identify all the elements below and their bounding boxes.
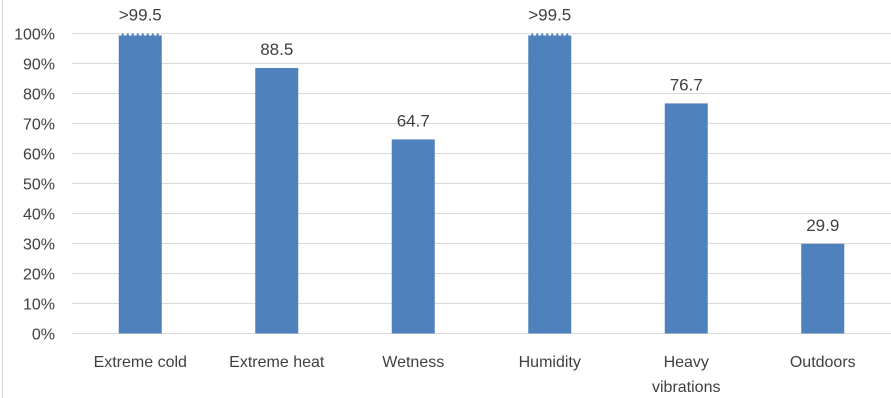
bar [664, 103, 708, 334]
data-label: 29.9 [806, 216, 839, 235]
y-tick-label: 10% [23, 297, 55, 314]
data-label: >99.5 [119, 6, 162, 25]
y-tick-label: 50% [23, 177, 55, 194]
x-category-label: Heavy vibrations [652, 354, 720, 396]
y-tick-label: 60% [23, 147, 55, 164]
gridlines [72, 33, 891, 334]
data-label: 64.7 [397, 111, 430, 130]
y-tick-label: 100% [14, 27, 55, 44]
y-tick-label: 20% [23, 267, 55, 284]
x-category-label: Extreme heat [229, 354, 325, 371]
x-category-label: Wetness [382, 354, 444, 371]
y-tick-label: 30% [23, 237, 55, 254]
bar [801, 243, 845, 334]
bar [255, 68, 299, 334]
y-axis: 0% 10% 20% 30% 40% 50% 60% 70% 80% 90% 100% [14, 27, 55, 344]
y-tick-label: 40% [23, 207, 55, 224]
y-tick-label: 0% [32, 327, 55, 344]
y-tick-label: 80% [23, 87, 55, 104]
x-category-label: Extreme cold [94, 354, 187, 371]
x-category-label: Humidity [519, 354, 581, 371]
y-tick-label: 90% [23, 57, 55, 74]
bar [528, 33, 572, 334]
bar [118, 33, 162, 334]
x-axis: Extreme cold Extreme heat Wetness Humidity H… [94, 354, 856, 396]
data-label: 76.7 [670, 75, 703, 94]
y-tick-label: 70% [23, 117, 55, 134]
data-labels: >99.5 88.5 64.7 >99.5 76.7 29.9 [119, 6, 840, 235]
left-border [2, 0, 3, 398]
bar [391, 139, 435, 334]
bars [118, 33, 845, 334]
x-category-label: Outdoors [790, 354, 856, 371]
data-label: >99.5 [528, 6, 571, 25]
data-label: 88.5 [260, 40, 293, 59]
